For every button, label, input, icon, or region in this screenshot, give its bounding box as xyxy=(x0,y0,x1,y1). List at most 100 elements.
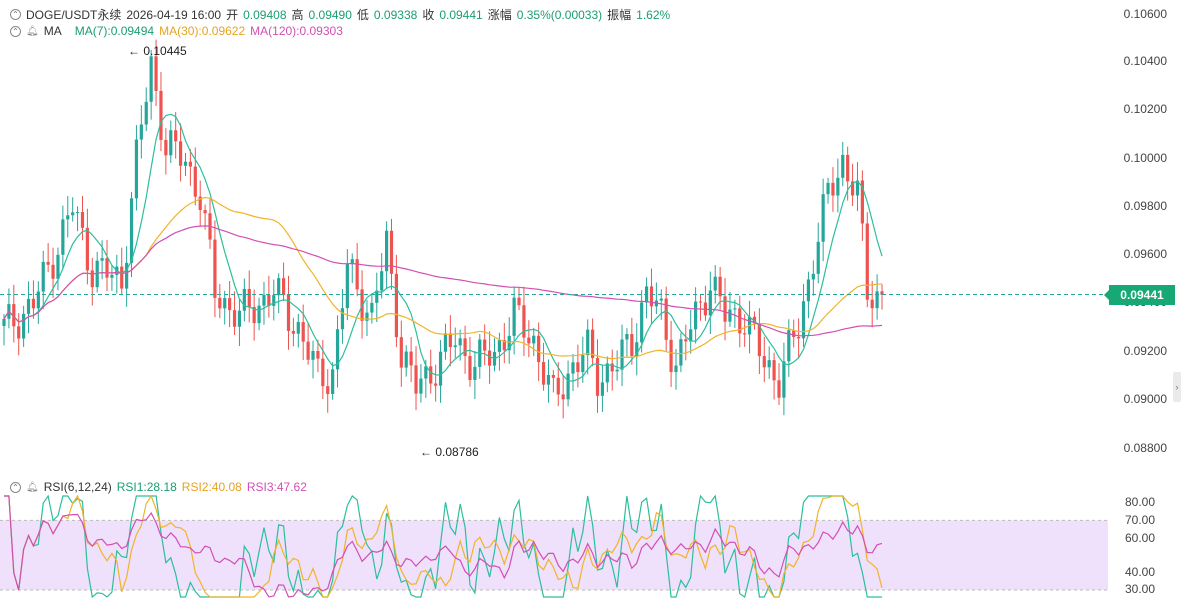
candle-body xyxy=(649,286,654,307)
candle-body xyxy=(698,301,703,303)
candle-body xyxy=(821,194,825,242)
candle-body xyxy=(684,339,688,342)
ma-title: MA xyxy=(43,24,62,38)
candle-body xyxy=(46,261,50,265)
candle-body xyxy=(502,340,506,351)
candle-body xyxy=(586,329,590,356)
candle-body xyxy=(434,383,438,386)
candle-body xyxy=(129,198,134,263)
candle-body xyxy=(262,295,266,306)
high-annotation: ← 0.10445 xyxy=(128,44,187,58)
candle-body xyxy=(674,365,678,372)
candle-body xyxy=(625,334,629,340)
candle-body xyxy=(31,298,36,309)
amplitude-label: 振幅 xyxy=(607,8,632,22)
candle-body xyxy=(228,298,232,311)
price-tick-label: 0.08800 xyxy=(1123,441,1167,455)
candle-body xyxy=(384,230,389,272)
candle-body xyxy=(178,141,183,166)
candle-body xyxy=(154,56,158,91)
candle-body xyxy=(487,350,492,366)
candle-body xyxy=(483,339,487,351)
candle-body xyxy=(571,362,575,374)
candle-body xyxy=(860,180,864,224)
time-label: 2026-04-19 16:00 xyxy=(126,7,222,22)
candle-body xyxy=(365,312,369,321)
candle-body xyxy=(512,297,516,336)
candle-body xyxy=(120,266,124,289)
candle-body xyxy=(75,212,80,214)
low-annotation: ← 0.08786 xyxy=(420,445,479,459)
collapse-ma-icon[interactable]: ⌃ xyxy=(10,25,21,37)
candle-body xyxy=(71,212,75,216)
candle-body xyxy=(777,380,781,398)
rsi-title: RSI(6,12,24) xyxy=(43,480,112,494)
candle-body xyxy=(635,342,639,357)
candle-body xyxy=(846,154,850,182)
collapse-icon[interactable]: ⌃ xyxy=(10,9,21,20)
rsi-legend: ⌃ 🔔︎ RSI(6,12,24) RSI1:28.18 RSI2:40.08 … xyxy=(10,480,307,494)
candle-body xyxy=(806,279,811,302)
change-label: 涨幅 xyxy=(487,8,512,22)
candle-body xyxy=(213,239,217,298)
price-tick-label: 0.09200 xyxy=(1123,344,1167,358)
rsi-bell-icon[interactable]: 🔔︎ xyxy=(26,481,39,493)
bell-icon[interactable]: 🔔︎ xyxy=(26,25,39,37)
high-value: 0.09490 xyxy=(308,7,352,22)
rsi1-value: RSI1:28.18 xyxy=(116,480,177,494)
current-price-tag: 0.09441 xyxy=(1104,285,1175,305)
candle-body xyxy=(600,382,605,396)
candle-body xyxy=(36,291,40,309)
price-chart[interactable] xyxy=(0,0,1110,615)
candle-body xyxy=(419,378,423,394)
candle-body xyxy=(159,90,163,140)
candle-body xyxy=(816,241,820,274)
candle-body xyxy=(90,270,94,288)
candle-body xyxy=(767,360,771,368)
candle-body xyxy=(792,330,796,337)
candle-body xyxy=(541,362,546,385)
candle-body xyxy=(22,313,26,339)
price-tick-label: 0.10000 xyxy=(1123,151,1167,165)
ma120-line xyxy=(3,225,883,337)
price-tick-label: 0.09800 xyxy=(1123,199,1167,213)
symbol-label: DOGE/USDT永续 xyxy=(26,8,122,22)
candle-body xyxy=(399,337,403,368)
close-value: 0.09441 xyxy=(439,7,483,22)
ma120-value: MA(120):0.09303 xyxy=(250,24,343,38)
rsi-tick-label: 80.00 xyxy=(1125,495,1156,509)
candle-body xyxy=(527,337,531,344)
candle-body xyxy=(694,301,698,330)
candle-body xyxy=(326,386,330,395)
candle-body xyxy=(473,366,477,380)
ma7-line xyxy=(3,113,883,382)
candle-body xyxy=(453,345,457,348)
candle-body xyxy=(870,299,874,309)
collapse-rsi-icon[interactable]: ⌃ xyxy=(10,481,21,493)
change-value: 0.35%(0.00033) xyxy=(516,7,603,22)
candle-body xyxy=(61,219,65,255)
ticker-header: ⌃ DOGE/USDT永续 2026-04-19 16:00 开 0.09408 … xyxy=(10,6,670,23)
ma7-value: MA(7):0.09494 xyxy=(74,24,155,38)
candle-body xyxy=(507,335,511,351)
expand-handle[interactable]: › xyxy=(1173,372,1181,402)
candle-body xyxy=(218,297,222,309)
candle-body xyxy=(174,130,178,142)
candle-body xyxy=(620,339,624,370)
ma30-line xyxy=(3,196,883,360)
candle-body xyxy=(389,230,394,274)
rsi2-line xyxy=(4,494,883,598)
candle-body xyxy=(85,227,89,271)
rsi-tick-label: 60.00 xyxy=(1125,531,1156,545)
candle-body xyxy=(144,101,148,125)
candle-body xyxy=(272,295,276,306)
candle-body xyxy=(787,330,791,362)
candle-body xyxy=(80,212,85,228)
candle-body xyxy=(370,302,374,313)
candle-body xyxy=(100,258,104,261)
rsi3-value: RSI3:47.62 xyxy=(246,480,307,494)
candle-body xyxy=(198,196,202,211)
candle-body xyxy=(605,363,609,383)
candle-body xyxy=(581,355,585,373)
candle-body xyxy=(203,210,207,214)
